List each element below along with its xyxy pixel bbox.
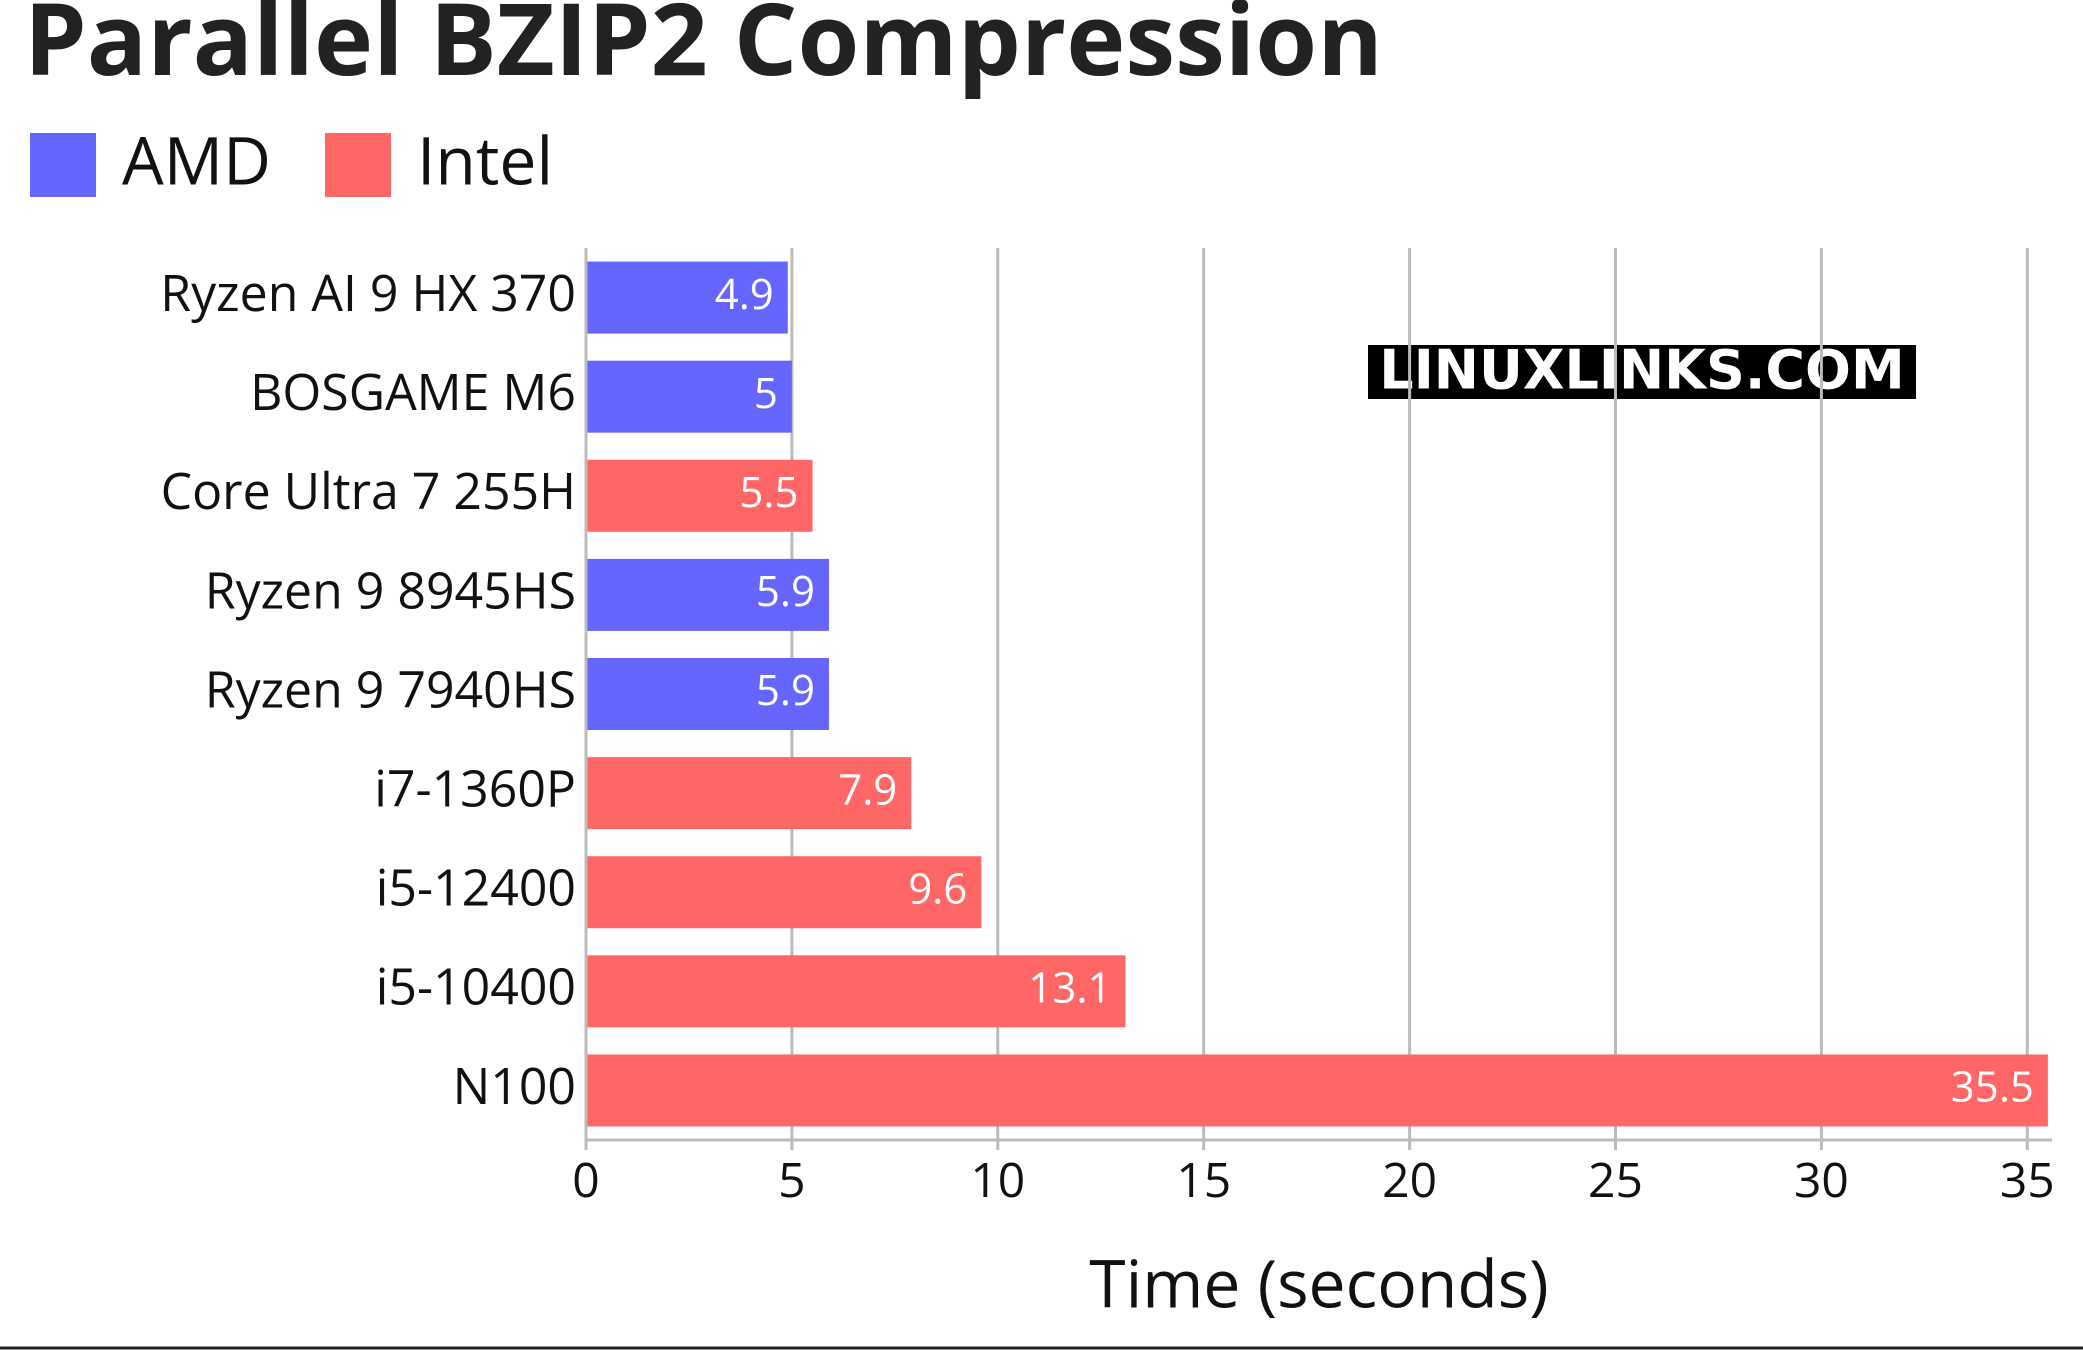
bar — [586, 261, 788, 334]
data-label: 4.9 — [715, 265, 774, 322]
data-label: 5 — [754, 364, 778, 421]
y-tick-label: N100 — [453, 1051, 576, 1119]
y-tick-label: i5-12400 — [376, 853, 576, 921]
watermark: LINUXLINKS.COM — [1379, 339, 1904, 402]
data-label: 5.9 — [756, 562, 815, 619]
x-tick-label: 30 — [1794, 1147, 1849, 1212]
bar — [586, 658, 829, 730]
y-tick-label: Core Ultra 7 255H — [161, 456, 576, 524]
watermark-box — [1368, 345, 1916, 399]
x-tick-label: 25 — [1588, 1147, 1643, 1212]
data-label: 5.9 — [756, 661, 815, 718]
bar — [586, 360, 792, 433]
data-label: 35.5 — [1951, 1058, 2034, 1115]
x-tick-label: 10 — [970, 1147, 1025, 1212]
x-tick-label: 0 — [572, 1147, 599, 1212]
legend-swatch — [30, 133, 96, 197]
y-tick-label: Ryzen 9 7940HS — [205, 654, 576, 722]
y-tick-label: Ryzen AI 9 HX 370 — [160, 258, 576, 326]
data-label: 5.5 — [739, 463, 798, 520]
data-label: 7.9 — [838, 760, 897, 817]
y-tick-label: BOSGAME M6 — [250, 357, 576, 425]
y-tick-label: Ryzen 9 8945HS — [205, 555, 576, 623]
bar — [586, 856, 982, 929]
x-tick-label: 35 — [2000, 1147, 2055, 1212]
x-tick-label: 20 — [1382, 1147, 1437, 1212]
y-tick-label: i7-1360P — [374, 753, 576, 821]
x-tick-label: 5 — [778, 1147, 805, 1212]
bar — [586, 558, 829, 631]
data-label: 9.6 — [908, 859, 967, 916]
legend-swatch — [324, 133, 391, 197]
legend-label: AMD — [122, 115, 271, 205]
bar — [586, 459, 813, 532]
bar — [586, 757, 912, 830]
y-tick-label: i5-10400 — [376, 952, 576, 1020]
x-axis-title: Time (seconds) — [1089, 1238, 1548, 1328]
bar — [586, 1054, 2048, 1127]
data-label: 13.1 — [1028, 959, 1111, 1016]
bar — [586, 955, 1126, 1028]
chart-title: Parallel BZIP2 Compression — [24, 0, 1383, 105]
legend-label: Intel — [417, 115, 553, 205]
x-tick-label: 15 — [1176, 1147, 1231, 1212]
